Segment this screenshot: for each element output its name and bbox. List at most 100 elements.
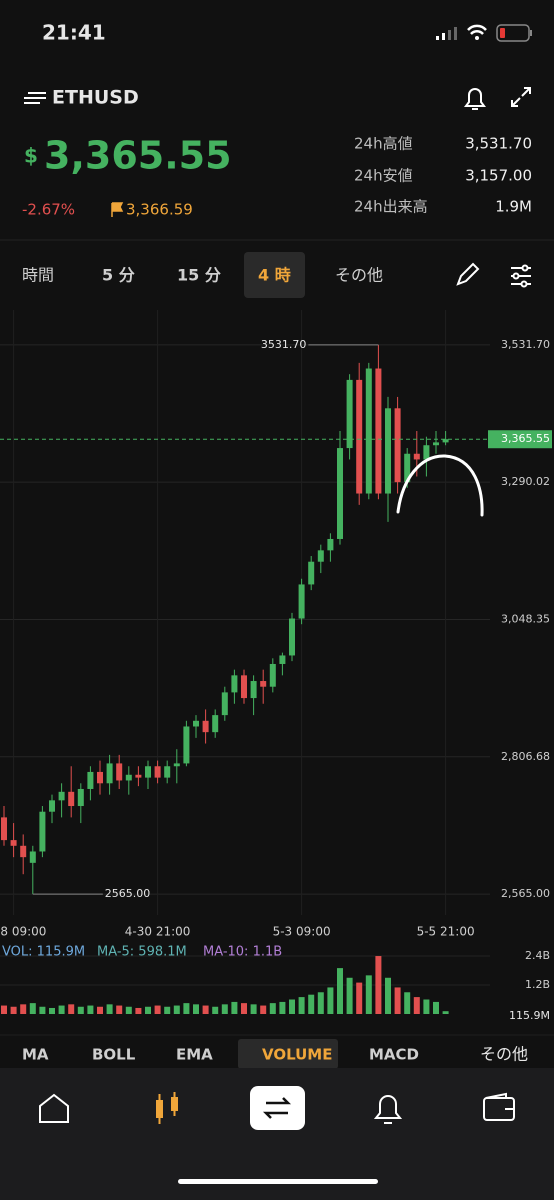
candle-body [375,368,382,494]
candle-body [404,453,411,483]
x-tick-label: 5-3 09:00 [273,925,331,939]
volume-bar [356,982,363,1014]
chart-icon[interactable] [156,1092,178,1124]
volume-bar [29,1003,36,1014]
bell-icon[interactable] [464,88,486,110]
current-volume-label: 115.9M [509,1009,550,1022]
candle-body [394,408,401,483]
volume-bar [423,999,430,1014]
home-icon[interactable] [39,1093,69,1123]
candle-body [77,788,84,807]
timeframe-tab-active[interactable]: 4 時 [258,266,291,285]
volume-bar [433,1001,439,1014]
timeframe-tab[interactable]: 5 分 [102,266,135,285]
currency: $ [24,144,38,168]
clock: 21:41 [42,21,106,45]
menu-icon[interactable] [24,92,46,104]
volume-bar [145,1006,151,1014]
x-tick-label: 4-30 21:00 [125,925,191,939]
current-volume-box [494,1007,552,1023]
trade-icon[interactable] [250,1086,305,1130]
flag-icon [111,202,124,217]
candle-body [269,663,276,687]
candle-body [423,445,430,460]
candle-body [260,681,267,687]
y-tick-label: 2.4B [525,949,550,962]
indicator-more[interactable]: その他 [480,1045,528,1064]
candle-body [442,439,449,443]
notification-icon[interactable] [373,1095,403,1124]
volume-bar [260,1005,267,1014]
candle-body [29,851,36,863]
legend-entry: MA-5: 598.1M [97,945,187,960]
indicator-tab-active[interactable]: VOLUME [262,1046,332,1064]
candle-body [279,655,286,664]
volume-bar [116,1005,123,1014]
candle-body [231,675,238,693]
stat-label: 24h高値 [354,135,413,153]
volume-bar [135,1007,142,1014]
candle-body [173,763,180,767]
indicator-tab[interactable]: BOLL [92,1046,136,1064]
candle-body [10,840,17,846]
low-label: 2565.00 [105,887,151,900]
candle-body [327,538,334,551]
candle-body [68,791,75,807]
candle-body [183,726,190,764]
indicator-tab[interactable]: EMA [176,1046,213,1064]
indicator-tab[interactable]: MA [22,1046,49,1064]
volume-bar [346,977,353,1014]
current-price-box [488,430,552,449]
volume-bar [106,1004,113,1014]
volume-bar [212,1006,219,1014]
home-indicator [178,1179,378,1184]
expand-icon[interactable] [511,87,531,107]
volume-bar [87,1005,94,1014]
volume-bar [58,1005,65,1014]
candle-body [1,817,7,841]
candle-body [212,715,219,733]
candle-body [145,766,151,778]
active-indicator-bg [238,1039,338,1069]
candle-body [356,379,363,494]
x-tick-label: 5-5 21:00 [417,925,475,939]
volume-bar [375,956,382,1014]
symbol[interactable]: ETHUSD [52,87,139,109]
candle-body [106,763,113,784]
indicator-tab[interactable]: MACD [369,1046,419,1064]
volume-bar [49,1007,55,1014]
timeframe-tab[interactable]: 時間 [22,266,54,285]
volume-bar [1,1005,7,1014]
volume-bar [97,1006,103,1014]
volume-bar [394,987,401,1014]
candlestick-chart: 3,531.70 3,290.02 3,048.35 2,806.68 2,565.00… [0,310,552,939]
volume-bar [221,1004,228,1014]
volume-bar [39,1006,46,1014]
candle-body [116,763,123,781]
candle-body [298,584,305,619]
candle-body [20,845,27,858]
timeframe-tab[interactable]: その他 [335,266,383,285]
volume-bar [10,1006,17,1014]
wallet-icon[interactable] [483,1092,515,1121]
change: -2.67% [22,201,75,219]
volume-bar [298,997,305,1014]
candle-body [97,771,103,784]
pencil-icon[interactable] [456,262,480,286]
candle-body [49,800,55,812]
price: 3,365.55 [44,134,232,178]
volume-bar [183,1003,190,1014]
volume-bar [231,1001,238,1014]
x-tick-label: 4-28 09:00 [0,925,46,939]
mark-price: 3,366.59 [126,201,193,219]
volume-bar [385,977,391,1014]
timeframe-tab[interactable]: 15 分 [177,266,221,285]
hand-drawn-arc [396,454,484,517]
volume-bar [173,1005,180,1014]
y-tick-label: 1.2B [525,978,550,991]
stat-value: 1.9M [495,198,532,216]
volume-bar [308,994,315,1014]
settings-icon[interactable] [511,264,531,288]
